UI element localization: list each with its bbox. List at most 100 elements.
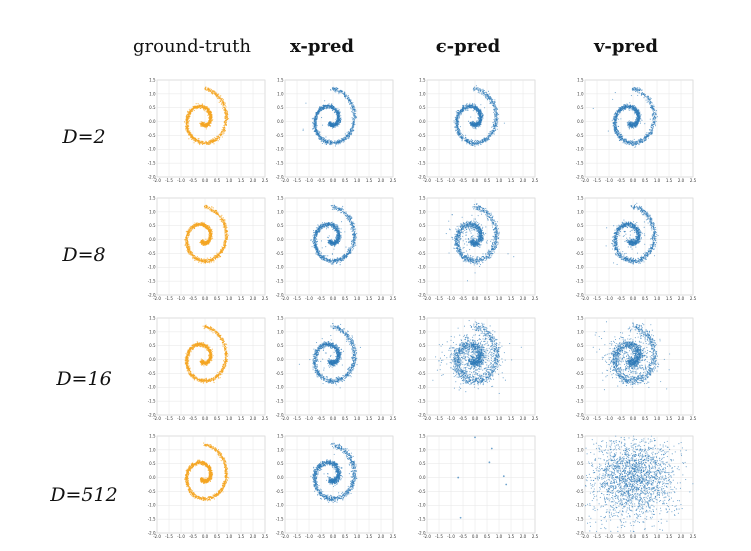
scatter-point (351, 101, 353, 103)
scatter-point (455, 121, 457, 123)
scatter-point (332, 142, 334, 145)
scatter-point (494, 117, 496, 119)
scatter-point (338, 141, 341, 143)
scatter-point (457, 110, 459, 112)
scatter-point (353, 119, 355, 121)
y-tick-label: -0.5 (148, 133, 156, 138)
scatter-plot: -2.0 -1.5 -1.0 -0.5 0.0 0.5 1.0 1.5 2.0 2.51.51.0… (148, 77, 269, 183)
scatter-point (474, 141, 476, 143)
scatter-point (352, 111, 354, 113)
scatter-point (338, 115, 341, 117)
scatter-point (339, 114, 341, 116)
scatter-point (190, 133, 192, 135)
scatter-point (476, 144, 478, 146)
scatter-point (493, 101, 495, 103)
scatter-point (316, 112, 318, 114)
scatter-point (475, 142, 477, 144)
scatter-point (186, 124, 188, 126)
scatter-point (495, 107, 497, 110)
scatter-point (493, 128, 495, 130)
scatter-point (465, 105, 467, 107)
x-tick-label: 1.0 (226, 178, 233, 183)
scatter-point (487, 95, 489, 97)
scatter-point (186, 119, 188, 121)
scatter-point (225, 116, 227, 118)
scatter-point (480, 89, 482, 91)
scatter-point (344, 91, 346, 93)
scatter-point (220, 96, 222, 98)
scatter-points (592, 86, 658, 148)
scatter-point (206, 126, 208, 128)
scatter-point (473, 144, 475, 146)
scatter-point (341, 90, 343, 92)
x-tick-label: 0.0 (330, 178, 337, 183)
scatter-point (495, 116, 497, 118)
scatter-point (222, 106, 225, 108)
scatter-point (218, 101, 220, 103)
scatter-point (337, 111, 340, 113)
scatter-point (497, 121, 499, 123)
scatter-point (353, 114, 355, 116)
scatter-point (474, 123, 476, 125)
scatter-point (495, 106, 497, 108)
scatter-point (321, 136, 323, 138)
scatter-point (456, 112, 458, 115)
scatter-point (478, 120, 480, 123)
scatter-point (207, 113, 210, 115)
scatter-point (627, 123, 629, 125)
scatter-point (228, 118, 230, 120)
scatter-point (201, 140, 203, 142)
scatter-point (210, 116, 212, 118)
scatter-point (350, 103, 352, 105)
scatter-point (455, 129, 458, 131)
scatter-point (634, 89, 636, 91)
scatter-point (217, 93, 219, 95)
scatter-point (200, 121, 202, 123)
scatter-point (489, 93, 491, 95)
scatter-point (315, 115, 317, 117)
scatter-point (487, 96, 490, 98)
scatter-point (312, 125, 314, 127)
scatter-point (185, 129, 187, 131)
scatter-point (343, 93, 345, 95)
scatter-point (459, 134, 461, 136)
scatter-point (187, 111, 189, 113)
scatter-point (622, 135, 624, 137)
x-tick-label: 2.0 (520, 178, 527, 183)
scatter-point (314, 125, 316, 127)
scatter-point (209, 114, 211, 116)
scatter-point (459, 112, 461, 114)
scatter-point (196, 106, 198, 108)
scatter-point (628, 120, 630, 122)
scatter-point (651, 114, 653, 116)
scatter-point (483, 138, 485, 140)
scatter-point (634, 106, 636, 109)
scatter-point (482, 88, 484, 90)
scatter-point (457, 120, 459, 122)
scatter-plot: -2.0 -1.5 -1.0 -0.5 0.0 0.5 1.0 1.5 2.0 2.51.51.0… (276, 77, 397, 183)
scatter-point (465, 137, 467, 139)
scatter-point (328, 122, 330, 124)
scatter-point (217, 96, 219, 98)
scatter-point (462, 104, 464, 106)
scatter-point (491, 99, 493, 101)
scatter-point (349, 107, 352, 109)
scatter-point (327, 106, 329, 108)
scatter-point (225, 118, 227, 120)
scatter-point (319, 109, 321, 112)
scatter-point (188, 117, 190, 119)
scatter-point (192, 110, 194, 112)
scatter-point (473, 123, 475, 125)
scatter-point (224, 113, 226, 115)
scatter-point (331, 109, 333, 111)
scatter-point (351, 117, 353, 119)
scatter-point (313, 120, 315, 122)
scatter-point (476, 142, 478, 144)
scatter-point (211, 120, 213, 122)
scatter-point (633, 138, 635, 140)
scatter-point (477, 117, 479, 119)
scatter-point (471, 140, 473, 142)
scatter-point (186, 121, 188, 124)
scatter-point (188, 133, 190, 135)
scatter-point (223, 128, 225, 130)
